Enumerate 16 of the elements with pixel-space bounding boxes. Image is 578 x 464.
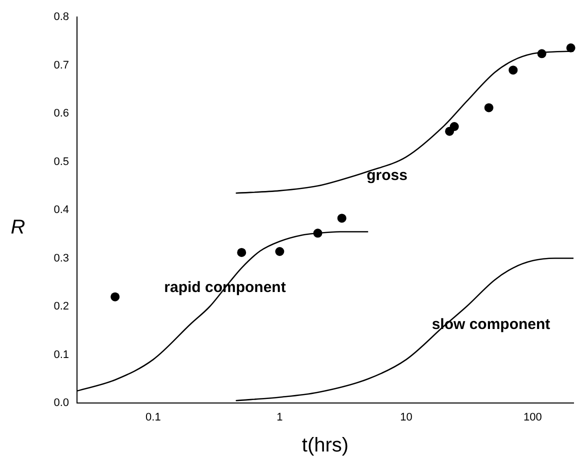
x-tick-label: 1	[276, 412, 283, 424]
x-tick-label: 10	[400, 412, 412, 424]
x-axis-title: t(hrs)	[302, 434, 349, 457]
y-tick-label: 0.7	[54, 59, 69, 72]
y-tick-label: 0.5	[54, 156, 69, 168]
y-tick-label: 0.4	[54, 204, 69, 216]
y-tick-label: 0.3	[54, 252, 69, 264]
annotation: gross	[366, 167, 408, 184]
y-axis-title: R	[10, 216, 26, 239]
y-tick-label: 0.2	[54, 300, 69, 313]
y-tick-label: 0.8	[54, 11, 69, 24]
x-tick-label: 100	[524, 412, 542, 424]
y-tick-label: 0.6	[54, 108, 69, 120]
y-tick-label: 0.0	[54, 397, 69, 410]
x-tick-label: 0.1	[146, 412, 161, 424]
y-tick-label: 0.1	[54, 348, 69, 361]
